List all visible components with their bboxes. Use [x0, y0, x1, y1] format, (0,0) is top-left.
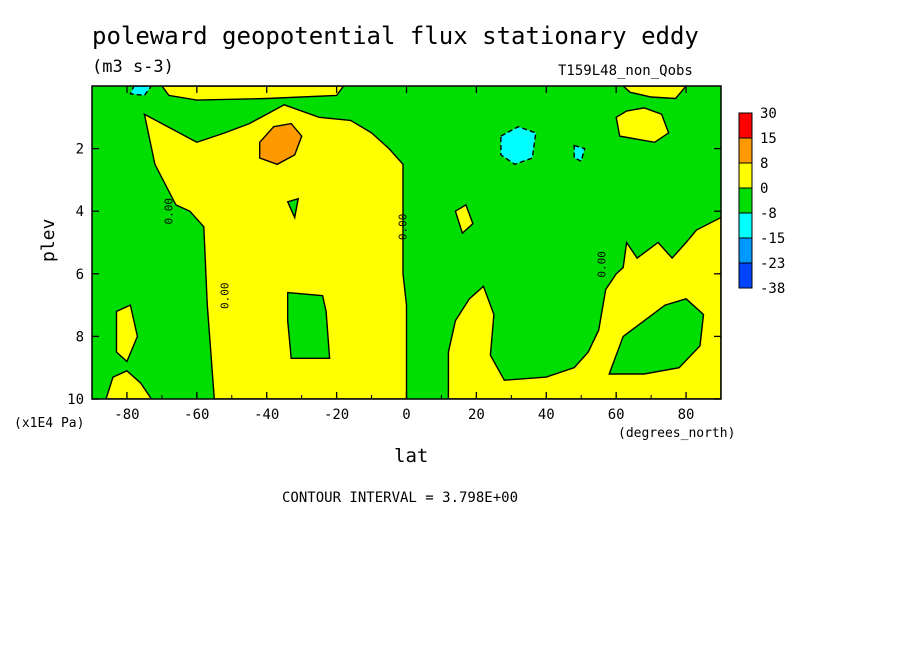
colorbar-swatch [738, 137, 753, 164]
region-sh-top-positive [161, 86, 345, 101]
x-axis-label: lat [394, 445, 429, 467]
colorbar-swatch [738, 237, 753, 264]
x-tick-label: 60 [608, 407, 625, 423]
colorbar-label: 30 [760, 106, 777, 122]
colorbar-label: -23 [760, 256, 785, 272]
colorbar-swatch [738, 262, 753, 289]
x-tick-label: -20 [324, 407, 349, 423]
contour-label: 0.00 [397, 214, 410, 241]
region-sh-top-negative [129, 86, 153, 97]
colorbar-swatch [738, 212, 753, 239]
x-tick-label: 80 [678, 407, 695, 423]
y-tick-label: 6 [76, 267, 84, 283]
y-tick-label: 4 [76, 204, 84, 220]
y-tick-label: 2 [76, 142, 84, 158]
contour-regions [92, 86, 721, 399]
contour-interval: CONTOUR INTERVAL = 3.798E+00 [282, 490, 519, 506]
contour-label: 0.00 [218, 282, 231, 309]
y-tick-label: 8 [76, 329, 84, 345]
colorbar-label: 0 [760, 181, 768, 197]
region-sh-mid-negative [287, 291, 331, 359]
x-tick-label: -80 [114, 407, 139, 423]
contour-label: 0.00 [596, 251, 609, 278]
region-sh-polar-positive [115, 304, 139, 363]
contour-labels: 0.00 0.00 0.00 0.00 [162, 198, 608, 309]
region-nh-negative-min [500, 125, 537, 166]
x-tick-label: -60 [184, 407, 209, 423]
colorbar-label: 8 [760, 156, 768, 172]
region-nh-top-positive [622, 86, 688, 100]
x-tick-label: 0 [402, 407, 410, 423]
region-sh-high-positive [143, 104, 408, 399]
y-axis: 2 4 6 8 10 [67, 142, 721, 408]
x-axis-units: (degrees_north) [618, 426, 736, 441]
region-nh-upper-positive [615, 107, 670, 144]
colorbar-label: -38 [760, 281, 785, 297]
x-axis: -80 -60 -40 -20 0 20 40 60 80 [91, 86, 722, 423]
y-tick-label: 10 [67, 392, 84, 408]
chart-title: poleward geopotential flux stationary ed… [92, 22, 699, 50]
region-sh-positive-max [259, 122, 303, 166]
run-label: T159L48_non_Qobs [558, 63, 693, 79]
region-sh-polar-positive-2 [105, 369, 153, 399]
y-axis-scale: (x1E4 Pa) [14, 416, 85, 431]
x-tick-label: -40 [254, 407, 279, 423]
colorbar: 30 15 8 0 -8 -15 -23 -38 [738, 106, 785, 297]
region-sh-small-negative [286, 197, 300, 220]
region-nh-small-positive [454, 203, 474, 235]
colorbar-swatch [738, 187, 753, 214]
colorbar-swatch [738, 162, 753, 189]
colorbar-label: -8 [760, 206, 777, 222]
colorbar-label: -15 [760, 231, 785, 247]
colorbar-label: 15 [760, 131, 777, 147]
region-nh-negative-small [573, 144, 586, 163]
region-nh-mid-negative [608, 298, 705, 375]
x-tick-label: 40 [538, 407, 555, 423]
x-tick-label: 20 [468, 407, 485, 423]
colorbar-swatch [738, 112, 753, 139]
contour-label: 0.00 [162, 198, 175, 225]
chart-units: (m3 s-3) [92, 57, 174, 77]
